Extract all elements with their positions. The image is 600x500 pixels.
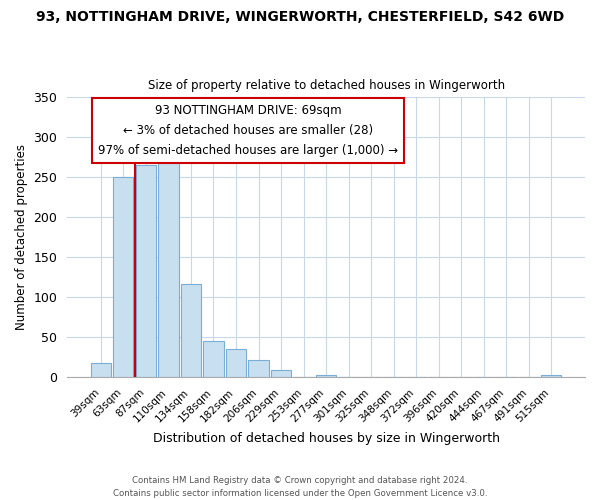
Text: Contains HM Land Registry data © Crown copyright and database right 2024.
Contai: Contains HM Land Registry data © Crown c… bbox=[113, 476, 487, 498]
Text: 93 NOTTINGHAM DRIVE: 69sqm
← 3% of detached houses are smaller (28)
97% of semi-: 93 NOTTINGHAM DRIVE: 69sqm ← 3% of detac… bbox=[98, 104, 398, 158]
Title: Size of property relative to detached houses in Wingerworth: Size of property relative to detached ho… bbox=[148, 79, 505, 92]
Bar bbox=[181, 284, 201, 377]
Bar bbox=[136, 166, 156, 377]
Bar bbox=[113, 178, 133, 377]
Text: 93, NOTTINGHAM DRIVE, WINGERWORTH, CHESTERFIELD, S42 6WD: 93, NOTTINGHAM DRIVE, WINGERWORTH, CHEST… bbox=[36, 10, 564, 24]
Bar bbox=[158, 162, 179, 377]
Bar bbox=[226, 349, 246, 377]
Bar bbox=[248, 360, 269, 377]
X-axis label: Distribution of detached houses by size in Wingerworth: Distribution of detached houses by size … bbox=[152, 432, 500, 445]
Bar bbox=[541, 376, 562, 377]
Bar bbox=[271, 370, 291, 377]
Bar bbox=[203, 341, 224, 377]
Bar bbox=[316, 374, 336, 377]
Y-axis label: Number of detached properties: Number of detached properties bbox=[15, 144, 28, 330]
Bar bbox=[91, 362, 111, 377]
